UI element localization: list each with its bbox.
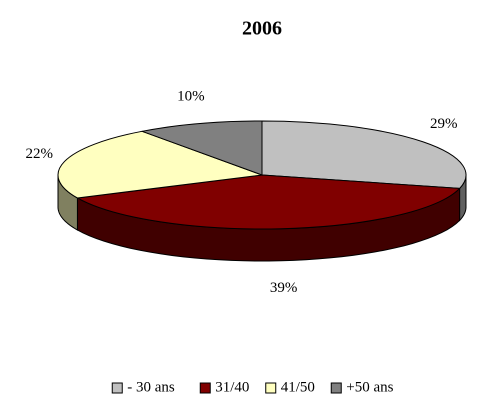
pie-slice: [57, 130, 263, 199]
chart-title: 2006: [242, 18, 282, 40]
data-label: 22%: [25, 146, 53, 162]
legend-label: 31/40: [215, 379, 249, 395]
data-label: 29%: [430, 116, 458, 132]
legend-swatch: [265, 382, 277, 394]
legend-swatch: [199, 382, 211, 394]
legend-label: +50 ans: [346, 379, 393, 395]
legend-swatch: [111, 382, 123, 394]
legend-label: 41/50: [281, 379, 315, 395]
data-label: 39%: [270, 280, 298, 296]
legend-swatch: [330, 382, 342, 394]
pie-slice: [75, 174, 461, 230]
pie-slice: [261, 120, 467, 189]
legend-label: - 30 ans: [127, 379, 175, 395]
data-label: 10%: [177, 88, 205, 104]
pie-slice: [140, 120, 263, 176]
